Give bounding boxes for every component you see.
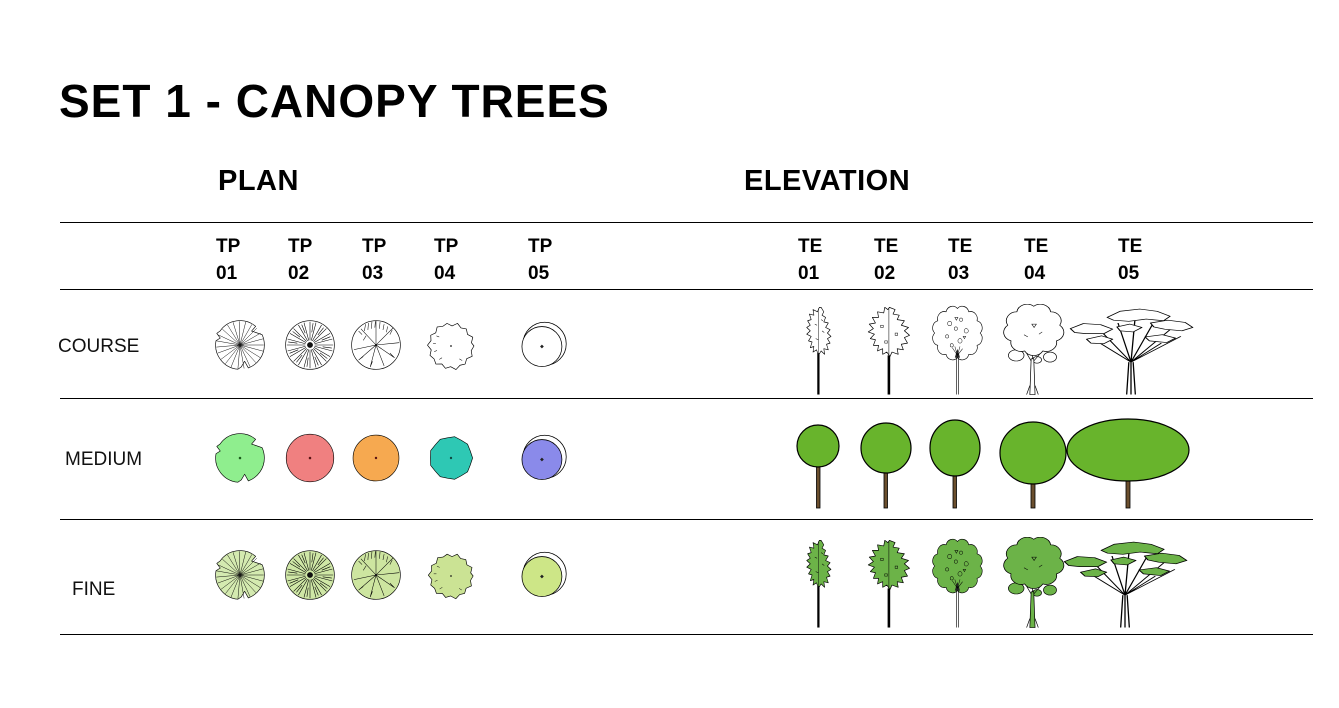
tree-plan-ragged-icon <box>424 431 478 485</box>
tree-plan-dense-icon <box>281 546 339 604</box>
tree-elevation-ball-icon <box>860 422 912 509</box>
plan-section-label: PLAN <box>218 165 299 197</box>
tree-elevation-narrow-icon <box>795 304 849 399</box>
row-label-course: COURSE <box>58 336 140 357</box>
column-header-te03: TE 03 <box>948 236 973 284</box>
tree-elevation-ball-icon <box>1066 418 1190 509</box>
column-header-tp05: TP 05 <box>528 236 553 284</box>
tree-plan-spokes-icon <box>211 546 269 604</box>
table-rule <box>60 519 1313 520</box>
tree-elevation-broad-icon <box>861 304 923 399</box>
tree-elevation-broad-icon <box>861 537 923 632</box>
column-header-te01: TE 01 <box>798 236 823 284</box>
page-title: SET 1 - CANOPY TREES <box>59 75 610 127</box>
tree-plan-rings-icon <box>516 549 570 603</box>
column-header-tp03: TP 03 <box>362 236 387 284</box>
table-rule <box>60 222 1313 223</box>
tree-plan-ragged-icon <box>424 549 478 603</box>
table-rule <box>60 634 1313 635</box>
table-rule <box>60 289 1313 290</box>
row-label-medium: MEDIUM <box>65 449 143 470</box>
tree-elevation-cloud-icon <box>998 304 1076 399</box>
tree-plan-rings-icon <box>516 432 570 486</box>
tree-plan-branching-icon <box>347 546 405 604</box>
elevation-section-label: ELEVATION <box>744 165 911 197</box>
tree-elevation-round-icon <box>929 537 991 632</box>
tree-elevation-ball-icon <box>796 424 840 509</box>
tree-plan-branching-icon <box>347 316 405 374</box>
tree-plan-dense-icon <box>281 429 339 487</box>
column-header-tp02: TP 02 <box>288 236 313 284</box>
tree-plan-spokes-icon <box>211 316 269 374</box>
tree-plan-spokes-icon <box>211 429 269 487</box>
column-header-te02: TE 02 <box>874 236 899 284</box>
tree-elevation-round-icon <box>929 304 991 399</box>
tree-plan-branching-icon <box>348 430 404 486</box>
tree-elevation-ball-icon <box>999 421 1067 509</box>
tree-plan-rings-icon <box>516 319 570 373</box>
table-rule <box>60 398 1313 399</box>
column-header-te04: TE 04 <box>1024 236 1049 284</box>
row-label-fine: FINE <box>72 579 116 600</box>
tree-plan-dense-icon <box>281 316 339 374</box>
tree-elevation-ball-icon <box>929 419 981 509</box>
column-header-tp01: TP 01 <box>216 236 241 284</box>
tree-elevation-spreading-icon <box>1060 537 1190 632</box>
tree-elevation-spreading-icon <box>1066 304 1196 399</box>
tree-plan-ragged-icon <box>423 318 479 374</box>
column-header-te05: TE 05 <box>1118 236 1143 284</box>
column-header-tp04: TP 04 <box>434 236 459 284</box>
tree-elevation-narrow-icon <box>795 537 849 632</box>
